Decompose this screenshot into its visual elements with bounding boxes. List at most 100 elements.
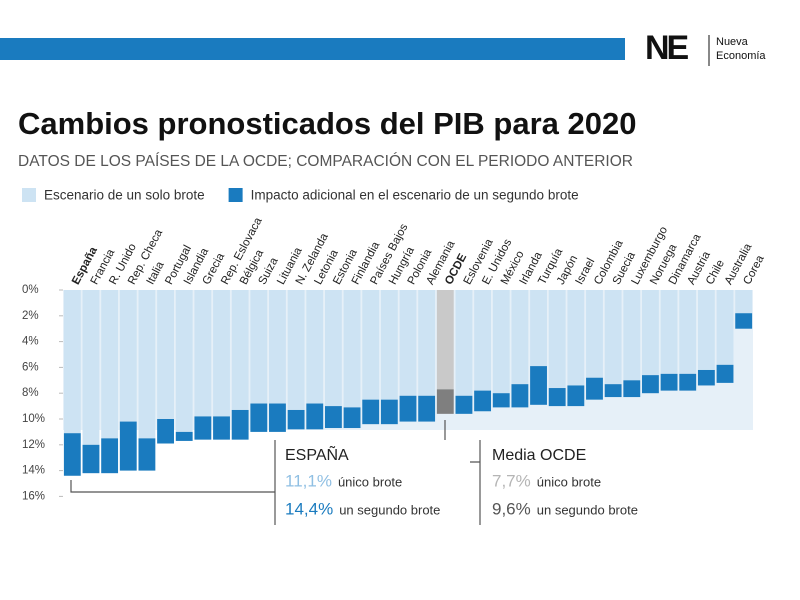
bar-segment [436, 290, 454, 390]
bar-segment [175, 290, 193, 432]
bar-segment [642, 290, 659, 376]
bar-segment [623, 380, 641, 398]
bar-segment [418, 290, 436, 396]
bar-segment [157, 419, 174, 444]
bar-segment [567, 290, 585, 386]
bar-segment [642, 375, 659, 394]
y-tick-label: 12% [22, 439, 45, 451]
bar-segment [697, 290, 715, 370]
bar-segment [101, 290, 119, 439]
bar-segment [455, 290, 473, 396]
annotation-box [480, 440, 670, 525]
brand-line: Nueva [716, 36, 749, 48]
bar-segment [380, 399, 398, 425]
bar-segment [157, 290, 174, 419]
bar-segment [231, 290, 249, 410]
bar-segment [474, 390, 492, 412]
bar-segment [399, 290, 417, 396]
bar-segment [511, 290, 529, 385]
annotation-value: 7,7% [492, 471, 531, 490]
bar-segment [194, 416, 212, 440]
y-tick-label: 10% [22, 413, 45, 425]
annotation-value: 11,1% [285, 471, 332, 490]
bar-segment [175, 431, 193, 441]
bar-segment [660, 373, 678, 391]
annotation-title: Media OCDE [492, 447, 586, 464]
bar-segment [586, 290, 603, 378]
bar-segment [287, 409, 305, 430]
legend-swatch [22, 188, 36, 202]
bar-segment [119, 290, 137, 422]
bar-segment [567, 385, 585, 407]
chart-title: Cambios pronosticados del PIB para 2020 [18, 106, 636, 141]
bar-segment [63, 433, 81, 476]
bar-segment [250, 290, 268, 404]
bar-segment [362, 290, 380, 400]
legend-swatch [228, 188, 243, 202]
bar-segment [213, 416, 230, 440]
bar-segment [492, 290, 510, 394]
brand-line: Economía [716, 50, 766, 62]
connector [70, 480, 275, 493]
bar-segment [343, 407, 361, 429]
bar-segment [735, 290, 753, 314]
bar-segment [697, 369, 715, 386]
bar-segment [269, 290, 286, 404]
bar-segment [511, 384, 529, 408]
bar-segment [474, 290, 492, 391]
annotation-value: 9,6% [492, 499, 531, 518]
bar-segment [213, 290, 230, 417]
bar-segment [324, 406, 342, 429]
y-tick-label: 6% [22, 361, 39, 373]
bar-segment [530, 290, 547, 367]
bar-segment [343, 290, 361, 408]
annotation-text: único brote [537, 474, 601, 489]
bar-segment [63, 290, 81, 434]
annotation-text: un segundo brote [537, 502, 638, 517]
bar-segment [101, 438, 119, 474]
y-tick-label: 0% [22, 284, 39, 296]
annotation-text: único brote [338, 474, 402, 489]
y-tick-label: 2% [22, 310, 39, 322]
bar-segment [269, 403, 286, 432]
bar-segment [679, 373, 697, 391]
legend-label: Escenario de un solo brote [44, 188, 205, 203]
bar-segment [418, 395, 436, 422]
bar-segment [586, 377, 603, 400]
annotation-box [275, 440, 470, 525]
bar-segment [380, 290, 398, 400]
bar-segment [306, 403, 324, 430]
annotation-title: ESPAÑA [285, 444, 349, 464]
annotation-text: un segundo brote [339, 502, 440, 517]
logo: NE [645, 29, 689, 67]
bar-segment [324, 290, 342, 407]
bar-segment [82, 444, 100, 474]
bar-segment [604, 290, 622, 385]
bar-segment [250, 403, 268, 432]
bar-segment [623, 290, 641, 381]
header-bar [0, 38, 625, 60]
bar-segment [138, 290, 156, 439]
annotation-value: 14,4% [285, 499, 333, 518]
bar-segment [82, 290, 100, 445]
bar-segment [287, 290, 305, 410]
bar-segment [548, 388, 566, 407]
bar-segment [548, 290, 566, 389]
bar-segment [660, 290, 678, 374]
bar-segment [362, 399, 380, 425]
bar-segment [455, 395, 473, 414]
bar-segment [492, 393, 510, 408]
legend-label: Impacto adicional en el escenario de un … [251, 188, 579, 203]
bar-segment [716, 290, 734, 365]
bar-segment [119, 421, 137, 471]
y-tick-label: 14% [22, 465, 45, 477]
bar-segment [679, 290, 697, 374]
bar-segment [716, 364, 734, 383]
bar-segment [399, 395, 417, 422]
y-tick-label: 8% [22, 387, 39, 399]
y-tick-label: 16% [22, 490, 45, 502]
bar-segment [530, 366, 547, 405]
bar-segment [436, 389, 454, 414]
